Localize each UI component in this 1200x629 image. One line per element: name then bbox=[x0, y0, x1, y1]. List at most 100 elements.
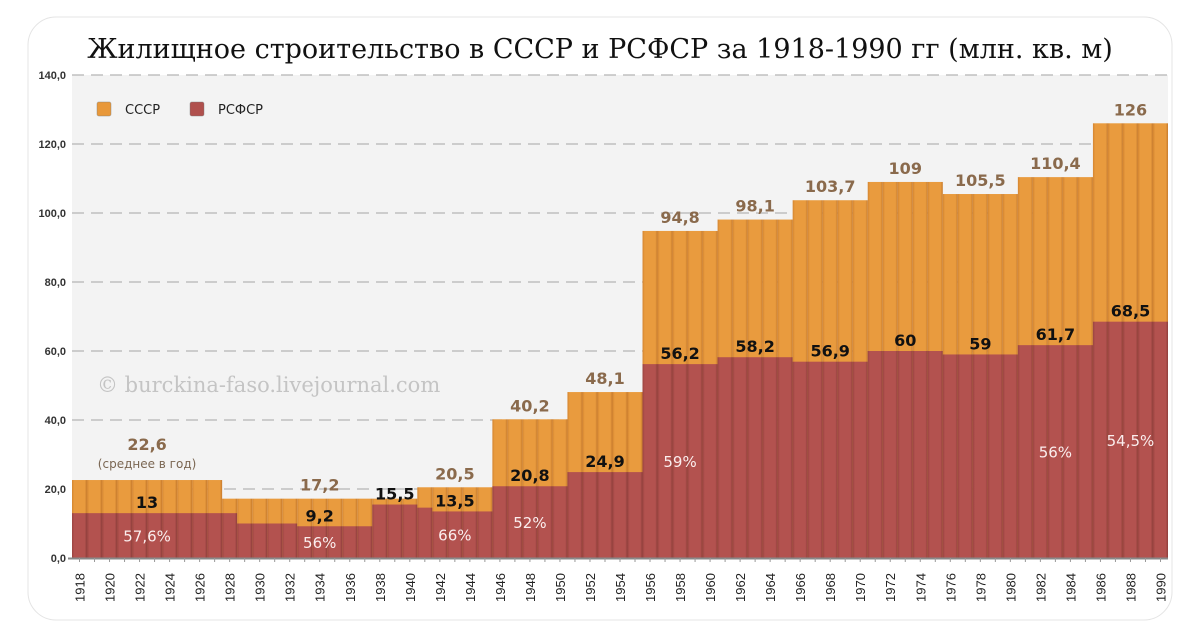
bar-rsfsr bbox=[717, 357, 733, 558]
bar-rsfsr bbox=[672, 364, 688, 558]
bar-rsfsr bbox=[1077, 345, 1093, 558]
x-tick-label: 1936 bbox=[343, 573, 358, 602]
bar-rsfsr bbox=[357, 526, 373, 558]
bar-rsfsr bbox=[492, 486, 508, 558]
bar-rsfsr bbox=[927, 351, 943, 558]
x-tick-label: 1930 bbox=[253, 573, 268, 602]
rsfsr-share-label: 66% bbox=[438, 527, 471, 545]
rsfsr-value-label: 59 bbox=[969, 334, 991, 353]
x-tick-label: 1986 bbox=[1093, 573, 1108, 602]
x-tick-label: 1922 bbox=[133, 573, 148, 602]
bar-rsfsr bbox=[342, 526, 358, 558]
bar-rsfsr bbox=[747, 357, 763, 558]
bar-rsfsr bbox=[432, 511, 448, 558]
x-tick-label: 1990 bbox=[1153, 573, 1168, 602]
bar-rsfsr bbox=[387, 504, 403, 558]
y-tick-label: 80,0 bbox=[45, 277, 66, 289]
x-tick-label: 1972 bbox=[883, 573, 898, 602]
bar-rsfsr bbox=[942, 354, 958, 558]
bar-rsfsr bbox=[1047, 345, 1063, 558]
bar-rsfsr bbox=[1032, 345, 1048, 558]
x-tick-label: 1938 bbox=[373, 573, 388, 602]
ussr-value-label: 126 bbox=[1114, 100, 1147, 119]
bar-rsfsr bbox=[87, 513, 103, 558]
y-tick-label: 0,0 bbox=[51, 553, 66, 565]
bar-rsfsr bbox=[1152, 321, 1168, 558]
rsfsr-value-label: 9,2 bbox=[306, 506, 334, 525]
bar-rsfsr bbox=[372, 504, 388, 558]
bar-rsfsr bbox=[567, 472, 583, 558]
ussr-value-label: 40,2 bbox=[510, 396, 549, 415]
bar-rsfsr bbox=[912, 351, 928, 558]
bar-rsfsr bbox=[597, 472, 613, 558]
rsfsr-share-label: 52% bbox=[513, 514, 546, 532]
x-tick-label: 1952 bbox=[583, 573, 598, 602]
rsfsr-value-label: 58,2 bbox=[735, 337, 774, 356]
bar-rsfsr bbox=[417, 507, 433, 558]
bar-rsfsr bbox=[1062, 345, 1078, 558]
bar-rsfsr bbox=[972, 354, 988, 558]
bar-rsfsr bbox=[72, 513, 88, 558]
rsfsr-share-label: 57,6% bbox=[123, 528, 171, 546]
x-axis: 1918 1920 1922 1924 1926 1928 1930 1932 1934 1936… bbox=[68, 557, 1168, 602]
bar-rsfsr bbox=[117, 513, 133, 558]
x-tick-label: 1950 bbox=[553, 573, 568, 602]
x-tick-label: 1970 bbox=[853, 573, 868, 602]
bar-rsfsr bbox=[1107, 321, 1123, 558]
bar-rsfsr bbox=[507, 486, 523, 558]
bar-rsfsr bbox=[657, 364, 673, 558]
bar-rsfsr bbox=[1122, 321, 1138, 558]
legend-swatch-ussr bbox=[96, 101, 112, 117]
ussr-note-label: (среднее в год) bbox=[98, 457, 197, 471]
x-tick-label: 1918 bbox=[73, 573, 88, 602]
x-tick-label: 1974 bbox=[913, 573, 928, 602]
bar-rsfsr bbox=[612, 472, 628, 558]
rsfsr-share-label: 56% bbox=[1039, 444, 1072, 462]
bar-rsfsr bbox=[192, 513, 208, 558]
bar-rsfsr bbox=[897, 351, 913, 558]
rsfsr-value-label: 13 bbox=[136, 493, 158, 512]
bar-rsfsr bbox=[987, 354, 1003, 558]
bar-rsfsr bbox=[102, 513, 118, 558]
ussr-value-label: 109 bbox=[889, 159, 922, 178]
ussr-value-label: 48,1 bbox=[585, 369, 624, 388]
bar-rsfsr bbox=[867, 351, 883, 558]
x-tick-label: 1960 bbox=[703, 573, 718, 602]
bar-rsfsr bbox=[732, 357, 748, 558]
bar-rsfsr bbox=[852, 361, 868, 558]
x-tick-label: 1934 bbox=[313, 573, 328, 602]
x-tick-label: 1932 bbox=[283, 573, 298, 602]
bar-rsfsr bbox=[837, 361, 853, 558]
rsfsr-value-label: 56,2 bbox=[660, 344, 699, 363]
bar-rsfsr bbox=[282, 523, 298, 558]
x-tick-label: 1980 bbox=[1003, 573, 1018, 602]
bar-rsfsr bbox=[162, 513, 178, 558]
rsfsr-value-label: 15,5 bbox=[375, 485, 414, 504]
bar-rsfsr bbox=[1017, 345, 1033, 558]
bar-rsfsr bbox=[792, 361, 808, 558]
x-tick-label: 1984 bbox=[1063, 573, 1078, 602]
chart-title: Жилищное строительство в СССР и РСФСР за… bbox=[87, 34, 1113, 65]
y-tick-label: 140,0 bbox=[38, 70, 66, 82]
rsfsr-value-label: 61,7 bbox=[1036, 325, 1075, 344]
bar-rsfsr bbox=[267, 523, 283, 558]
ussr-value-label: 105,5 bbox=[955, 171, 1006, 190]
rsfsr-value-label: 13,5 bbox=[435, 491, 474, 510]
bar-rsfsr bbox=[582, 472, 598, 558]
x-tick-label: 1964 bbox=[763, 573, 778, 602]
x-tick-label: 1962 bbox=[733, 573, 748, 602]
x-tick-label: 1982 bbox=[1033, 573, 1048, 602]
legend-swatch-rsfsr bbox=[189, 101, 205, 117]
y-tick-label: 20,0 bbox=[45, 484, 66, 496]
bar-rsfsr bbox=[207, 513, 223, 558]
rsfsr-value-label: 68,5 bbox=[1111, 302, 1150, 321]
data-labels: 22,6 (среднее в год) 13 57,6% 17,2 9,2 56% 15,5… bbox=[98, 100, 1154, 552]
x-tick-label: 1966 bbox=[793, 573, 808, 602]
x-tick-label: 1954 bbox=[613, 573, 628, 602]
bar-rsfsr bbox=[522, 486, 538, 558]
x-tick-label: 1958 bbox=[673, 573, 688, 602]
x-tick-label: 1946 bbox=[493, 573, 508, 602]
ussr-value-label: 103,7 bbox=[805, 177, 856, 196]
bar-rsfsr bbox=[177, 513, 193, 558]
